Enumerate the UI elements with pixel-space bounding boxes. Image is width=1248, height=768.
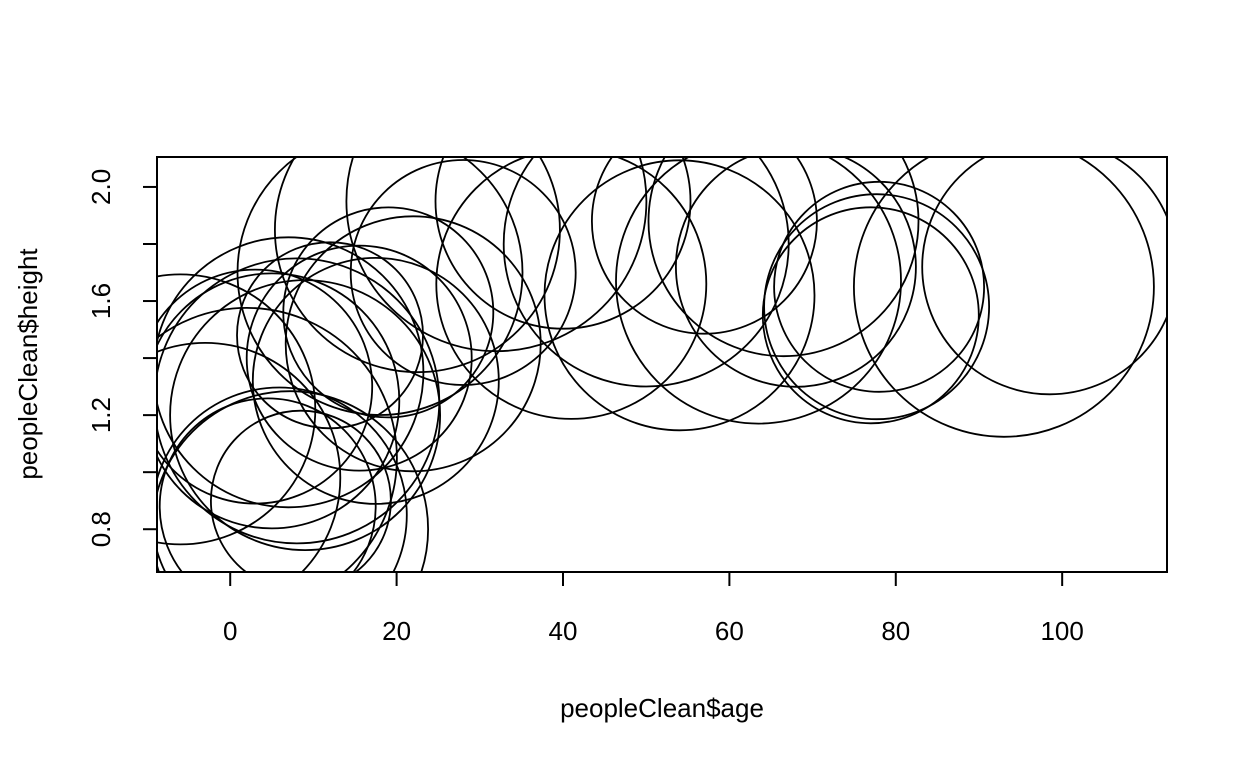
- bubble-point: [157, 272, 401, 530]
- bubble-point: [761, 206, 980, 425]
- bubble-point: [251, 256, 500, 505]
- bubble-point: [236, 157, 524, 416]
- y-tick-label: 1.6: [86, 283, 116, 319]
- x-tick-label: 0: [223, 616, 237, 646]
- bubble-point: [615, 157, 902, 425]
- bubble-point: [435, 157, 708, 420]
- y-tick-label: 1.2: [86, 397, 116, 433]
- bubble-point: [236, 241, 424, 430]
- x-axis: 0 20 40 60 80 100: [223, 571, 1084, 646]
- bubble-point: [157, 273, 317, 546]
- bubble-point: [921, 157, 1167, 396]
- bubble-point: [349, 159, 577, 386]
- y-tick-label: 2.0: [86, 169, 116, 205]
- bubble-point: [158, 397, 377, 572]
- x-axis-title: peopleClean$age: [560, 693, 764, 723]
- bubble-point: [763, 193, 990, 421]
- bubble-point: [282, 206, 495, 419]
- bubble-point: [157, 268, 374, 505]
- y-axis: 0.8 1.2 1.6 2.0: [86, 169, 158, 547]
- x-tick-label: 60: [715, 616, 744, 646]
- bubble-point: [157, 342, 342, 572]
- bubble-point: [591, 157, 818, 335]
- bubble-point: [543, 159, 816, 432]
- x-tick-label: 40: [549, 616, 578, 646]
- x-tick-label: 80: [881, 616, 910, 646]
- x-tick-label: 20: [382, 616, 411, 646]
- bubble-point: [345, 157, 648, 353]
- bubble-point: [245, 244, 473, 472]
- bubble-point: [434, 157, 692, 330]
- bubble-point: [502, 157, 790, 388]
- bubble-point: [157, 386, 408, 572]
- y-tick-label: 0.8: [86, 511, 116, 547]
- bubble-point: [675, 157, 917, 388]
- bubble-point: [773, 180, 985, 393]
- bubble-point: [210, 409, 392, 572]
- y-axis-title: peopleClean$height: [13, 248, 43, 480]
- bubble-point: [647, 157, 920, 358]
- x-tick-label: 100: [1040, 616, 1083, 646]
- bubble-point: [274, 157, 561, 374]
- bubble-point: [853, 157, 1155, 438]
- bubble-point: [157, 390, 429, 572]
- bubble-point: [157, 307, 398, 572]
- bubble-series: [157, 157, 1167, 572]
